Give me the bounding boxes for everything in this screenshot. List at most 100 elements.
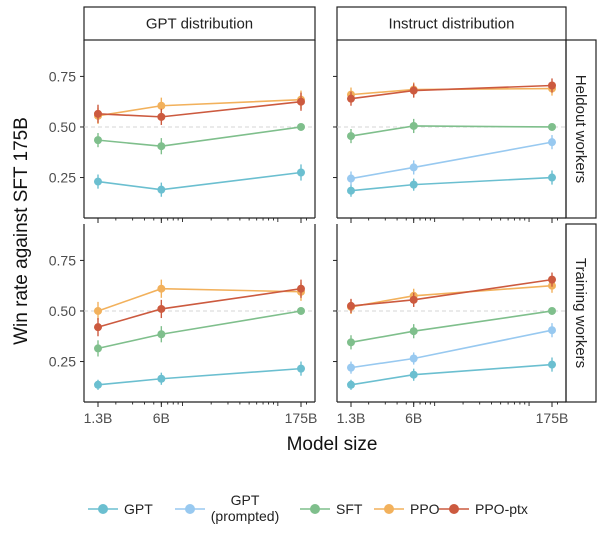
series-line <box>350 329 553 369</box>
x-tick-label: 1.3B <box>337 410 366 426</box>
column-strip-label: Instruct distribution <box>389 16 515 33</box>
y-tick-label: 0.75 <box>49 68 76 84</box>
column-strip-label: GPT distribution <box>146 16 253 33</box>
legend-item-gpt: GPT <box>88 501 153 517</box>
legend-label: SFT <box>336 501 363 517</box>
series-ppo_ptx <box>94 279 305 337</box>
series-line <box>350 125 553 137</box>
legend-key-point <box>310 504 320 514</box>
legend-label: PPO <box>410 501 440 517</box>
data-point <box>297 122 305 131</box>
series-line <box>97 287 302 328</box>
legend-item-ppo: PPO <box>374 501 440 517</box>
data-point <box>548 326 556 335</box>
series-line <box>350 363 553 386</box>
data-point <box>347 363 355 372</box>
data-point <box>409 180 418 189</box>
legend-key-point <box>384 504 394 514</box>
data-point <box>347 338 355 347</box>
legend-key-point <box>449 504 459 514</box>
data-point <box>297 364 305 373</box>
series-ppo <box>94 90 305 124</box>
data-point <box>347 132 355 141</box>
x-tick-label: 175B <box>285 410 318 426</box>
data-point <box>297 97 305 106</box>
series-ppo_ptx <box>347 272 556 313</box>
panel <box>333 40 567 223</box>
series-line <box>97 126 302 147</box>
y-tick-label: 0.50 <box>49 119 76 135</box>
data-point <box>409 327 418 336</box>
legend-item-sft: SFT <box>300 501 363 517</box>
series-line <box>97 367 302 386</box>
data-point <box>157 374 166 383</box>
series-gpt <box>347 170 556 197</box>
data-point <box>157 112 166 121</box>
legend-label: GPT <box>124 501 153 517</box>
data-point <box>548 122 556 131</box>
data-point <box>548 138 556 147</box>
series-ppo_ptx <box>347 78 556 106</box>
data-point <box>347 186 355 195</box>
column-strip <box>336 6 567 41</box>
legend-item-ppo_ptx: PPO-ptx <box>439 501 528 517</box>
facet-panels: 0.25 0.50 0.75 0.25 0.50 0.75 1.3B 6B 175B 1.3B 6B… <box>49 40 568 426</box>
y-tick-label: 0.50 <box>49 303 76 319</box>
data-point <box>157 284 166 293</box>
x-tick-label: 1.3B <box>84 410 113 426</box>
data-point <box>548 275 556 284</box>
data-point <box>297 306 305 315</box>
data-point <box>157 185 166 194</box>
series-sft <box>347 306 556 350</box>
legend-label: (prompted) <box>211 508 279 524</box>
x-tick-label: 6B <box>405 410 422 426</box>
column-strip <box>83 6 316 41</box>
series-line <box>350 310 553 344</box>
facet-strips: GPT distribution Instruct distribution Hel… <box>83 6 597 403</box>
data-point <box>94 136 102 145</box>
series-gpt <box>94 164 305 197</box>
data-point <box>157 330 166 339</box>
data-point <box>347 94 355 103</box>
series-gpt_prompted <box>347 323 556 374</box>
series-ppo <box>347 81 556 102</box>
data-point <box>347 174 355 183</box>
data-point <box>409 354 418 363</box>
data-point <box>409 163 418 172</box>
panel: 0.25 0.50 0.75 1.3B 6B 175B <box>49 224 318 426</box>
data-point <box>548 81 556 90</box>
series-sft <box>347 118 556 144</box>
data-point <box>157 304 166 313</box>
series-gpt_prompted <box>347 135 556 186</box>
row-strip-label: Training workers <box>572 258 589 368</box>
data-point <box>94 323 102 332</box>
series-line <box>97 310 302 350</box>
row-strip <box>565 223 597 403</box>
y-tick-label: 0.75 <box>49 252 76 268</box>
panel: 1.3B 6B 175B <box>333 224 568 426</box>
series-sft <box>94 122 305 155</box>
data-point <box>409 86 418 95</box>
series-line <box>97 171 302 191</box>
series-ppo <box>94 279 305 321</box>
row-strip-label: Heldout workers <box>572 75 589 183</box>
data-point <box>347 380 355 389</box>
y-tick-label: 0.25 <box>49 354 76 370</box>
legend-key-point <box>185 504 195 514</box>
data-point <box>94 344 102 353</box>
legend-label: GPT <box>231 492 260 508</box>
data-point <box>94 306 102 315</box>
legend-key-point <box>98 504 108 514</box>
y-axis-title: Win rate against SFT 175B <box>11 117 32 345</box>
series-sft <box>94 306 305 357</box>
series-line <box>350 141 553 180</box>
series-gpt <box>94 361 305 390</box>
legend-item-gpt_prompted: GPT(prompted) <box>175 492 279 524</box>
data-point <box>297 168 305 177</box>
data-point <box>409 370 418 379</box>
data-point <box>347 301 355 310</box>
data-point <box>548 173 556 182</box>
data-point <box>409 295 418 304</box>
